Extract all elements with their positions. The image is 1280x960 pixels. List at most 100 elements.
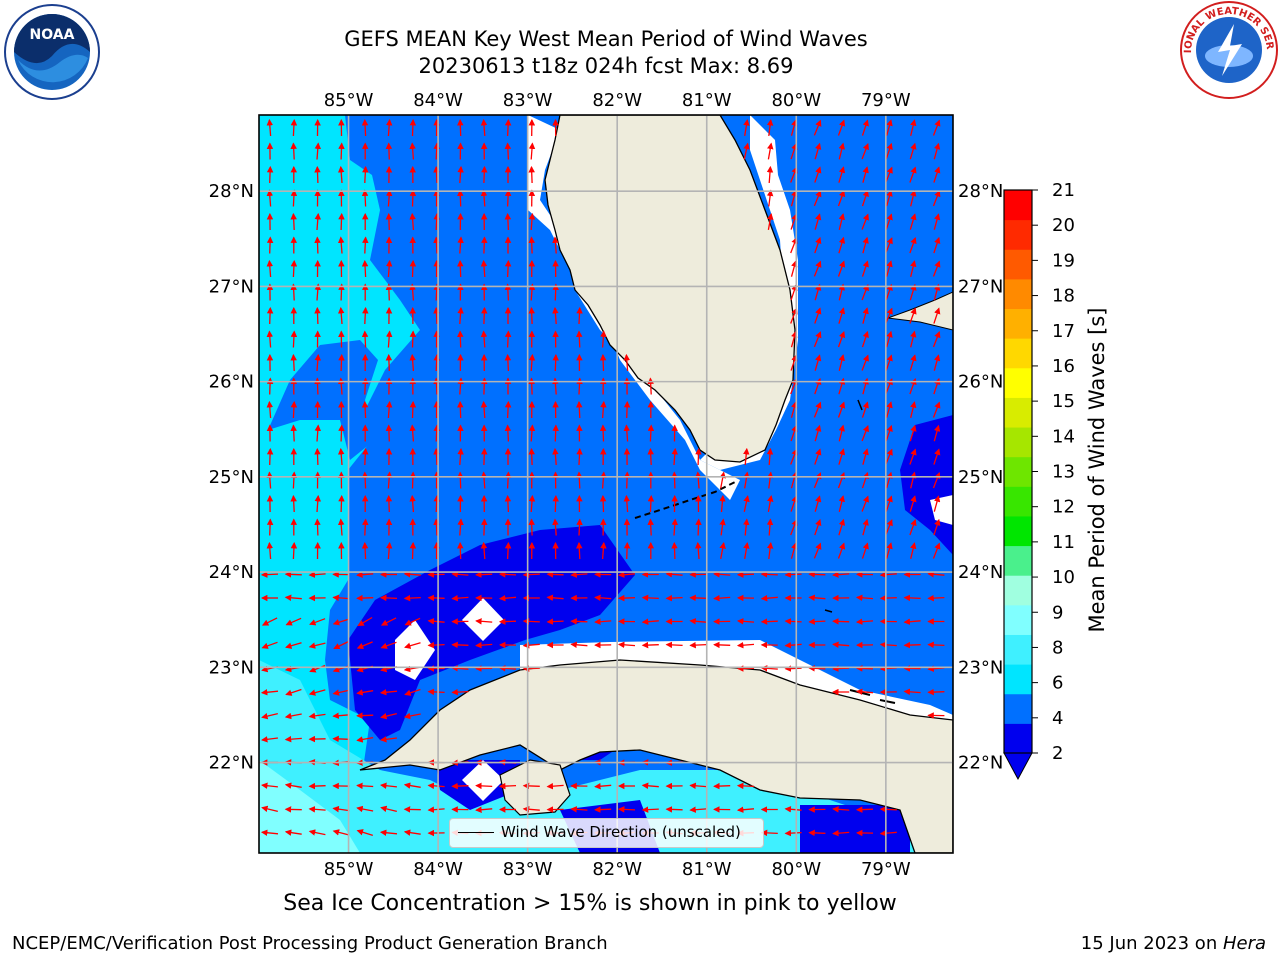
- wind-arrow: [504, 471, 512, 489]
- wind-arrow: [361, 330, 369, 348]
- wind-arrow: [332, 689, 350, 696]
- wind-arrow: [427, 806, 445, 813]
- wind-arrow: [552, 494, 559, 513]
- florida-keys: [634, 481, 736, 519]
- wind-arrow: [813, 472, 822, 489]
- wind-arrow: [498, 782, 517, 790]
- wind-arrow: [910, 401, 917, 418]
- wind-arrow: [808, 829, 826, 837]
- colorbar-segment: [1004, 515, 1032, 547]
- wind-arrow: [481, 518, 488, 536]
- wind-arrow: [694, 471, 702, 489]
- wind-arrow: [933, 495, 941, 512]
- wind-arrow: [409, 494, 416, 513]
- wind-arrow: [713, 641, 731, 649]
- wind-arrow: [766, 518, 774, 536]
- wind-arrow: [314, 447, 321, 466]
- wind-arrow: [909, 495, 917, 512]
- wind-arrow: [790, 119, 798, 136]
- wind-arrow: [427, 782, 445, 790]
- wind-arrow: [808, 594, 826, 602]
- wind-arrow: [457, 400, 464, 419]
- wind-arrow: [266, 236, 274, 254]
- wind-arrow: [671, 541, 678, 560]
- wind-arrow: [356, 782, 374, 790]
- wind-arrow: [885, 307, 893, 324]
- wind-arrow: [332, 712, 350, 719]
- wind-arrow: [599, 494, 607, 513]
- wind-arrow: [933, 518, 941, 536]
- wind-arrow: [546, 571, 564, 578]
- wind-arrow: [338, 142, 345, 160]
- colorbar-segment: [1004, 249, 1032, 280]
- wind-arrow: [665, 594, 683, 602]
- lat-label: 26°N: [209, 372, 254, 393]
- wind-arrow: [528, 165, 535, 184]
- wind-arrow: [932, 471, 941, 489]
- wind-arrow: [719, 471, 726, 489]
- wind-arrow: [910, 542, 917, 559]
- colorbar-tick-label: 6: [1052, 673, 1063, 694]
- wind-arrow: [356, 689, 374, 696]
- lon-label: 84°W: [413, 859, 463, 880]
- wind-arrow: [838, 307, 846, 324]
- colorbar-tick-label: 21: [1052, 180, 1075, 201]
- wind-arrow: [719, 518, 726, 536]
- credit-branch: NCEP/EMC/Verification Post Processing Pr…: [12, 933, 608, 954]
- wind-arrow: [594, 618, 612, 625]
- wind-arrow: [838, 236, 846, 254]
- wind-arrow: [261, 805, 278, 813]
- wind-arrow: [909, 236, 917, 254]
- map-gridlines: [259, 115, 953, 853]
- wind-arrow: [475, 571, 493, 578]
- wind-arrow: [838, 142, 845, 160]
- wind-arrow: [433, 165, 440, 184]
- wind-arrow: [576, 306, 583, 325]
- wind-arrow: [314, 353, 322, 372]
- isla-juventud: [499, 759, 571, 816]
- wind-arrow: [552, 306, 559, 325]
- wind-arrow: [404, 617, 421, 626]
- wind-arrow: [570, 618, 588, 625]
- wind-arrow: [861, 495, 869, 512]
- lon-label: 82°W: [592, 90, 642, 111]
- wind-arrow: [766, 165, 774, 184]
- wind-arrow: [504, 189, 512, 207]
- wind-arrow: [504, 400, 512, 419]
- legend-label: Wind Wave Direction (unscaled): [501, 823, 741, 841]
- wind-arrow: [885, 401, 893, 418]
- wind-arrow: [576, 541, 583, 560]
- wind-arrow: [814, 424, 822, 442]
- colorbar-tick-label: 18: [1052, 286, 1075, 307]
- wind-arrow: [813, 260, 822, 277]
- wind-arrow: [927, 594, 945, 602]
- colorbar-segment: [1004, 190, 1032, 221]
- wind-arrow: [332, 805, 350, 813]
- wind-arrow: [910, 330, 917, 348]
- wind-arrow: [689, 618, 707, 625]
- wind-arrow: [451, 782, 469, 790]
- wind-arrow: [570, 641, 588, 649]
- wind-arrow: [862, 166, 869, 183]
- wind-arrow: [266, 471, 274, 489]
- wind-arrow: [356, 571, 374, 578]
- wind-arrow: [641, 618, 659, 625]
- wind-arrow: [457, 306, 464, 325]
- wind-arrow: [356, 594, 374, 602]
- lon-label: 81°W: [682, 859, 732, 880]
- wind-arrow: [403, 782, 421, 789]
- lat-label: 28°N: [958, 181, 1003, 202]
- wind-arrow: [409, 330, 417, 348]
- colorbar-tick-label: 17: [1052, 321, 1075, 342]
- colorbar-tick-label: 4: [1052, 708, 1063, 729]
- wind-arrow: [427, 688, 445, 696]
- wind-arrow: [504, 424, 512, 442]
- wind-arrow: [623, 400, 631, 419]
- wind-arrow: [290, 541, 298, 560]
- wind-arrow: [647, 518, 654, 536]
- wind-arrow: [451, 571, 469, 578]
- wind-arrow: [504, 142, 512, 160]
- wind-arrow: [409, 471, 417, 489]
- wind-arrow: [808, 665, 826, 672]
